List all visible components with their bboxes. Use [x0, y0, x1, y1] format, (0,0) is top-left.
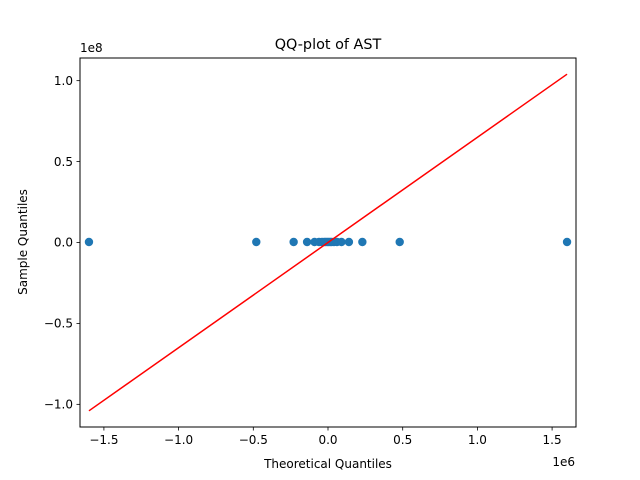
- data-point: [252, 237, 261, 247]
- data-point: [337, 237, 346, 247]
- data-point: [302, 237, 312, 247]
- x-axis-ticks: −1.5 −1.0 −0.5 0.0 0.5 1.0 1.5: [89, 427, 562, 447]
- y-tick-label: 0.0: [54, 236, 73, 250]
- y-tick-label: −1.0: [44, 398, 73, 412]
- y-tick-label: 0.5: [54, 155, 73, 169]
- y-axis-title: Sample Quantiles: [16, 189, 30, 295]
- x-tick-label: 0.0: [318, 433, 337, 447]
- data-point: [562, 237, 572, 247]
- y-tick-label: −0.5: [44, 317, 73, 331]
- y-axis-ticks: −1.0 −0.5 0.0 0.5 1.0: [44, 74, 80, 412]
- chart-title: QQ-plot of AST: [275, 37, 382, 53]
- x-tick-label: −0.5: [239, 433, 268, 447]
- data-point: [395, 237, 404, 247]
- x-axis-offset-label: 1e6: [552, 455, 575, 469]
- x-tick-label: −1.0: [164, 433, 193, 447]
- x-axis-title: Theoretical Quantiles: [263, 457, 392, 471]
- x-tick-label: 0.5: [393, 433, 412, 447]
- x-tick-label: 1.5: [543, 433, 562, 447]
- data-point: [344, 237, 354, 247]
- plot-marks: [84, 73, 572, 412]
- data-point: [358, 237, 367, 247]
- x-tick-label: −1.5: [89, 433, 118, 447]
- y-axis-offset-label: 1e8: [80, 41, 103, 55]
- data-point: [289, 237, 298, 247]
- y-tick-label: 1.0: [54, 74, 73, 88]
- reference-line: [88, 73, 568, 412]
- x-tick-label: 1.0: [468, 433, 487, 447]
- data-point: [84, 237, 94, 247]
